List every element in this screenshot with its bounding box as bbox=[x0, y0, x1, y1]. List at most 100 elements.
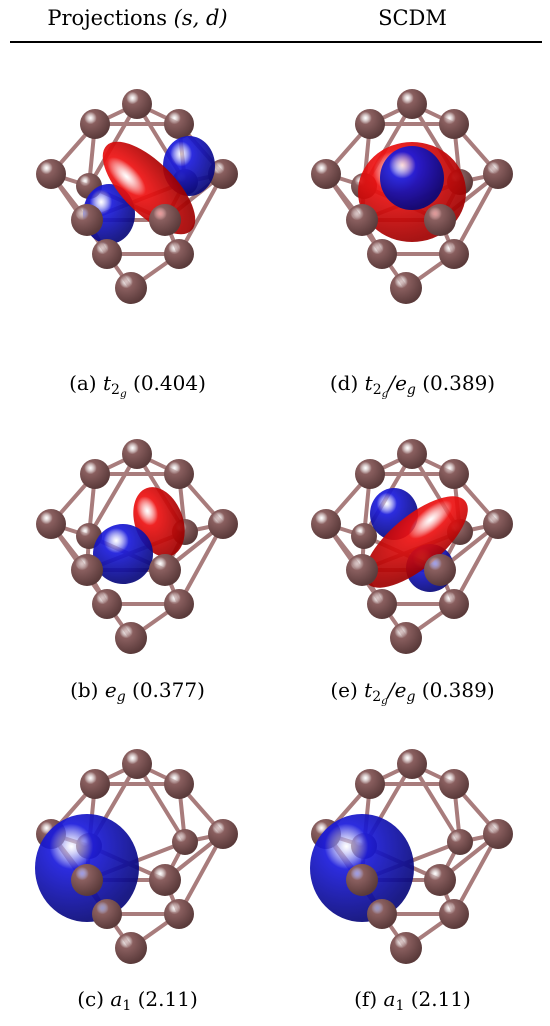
projections-math: (s, d) bbox=[173, 6, 228, 30]
orbital-lobes bbox=[93, 487, 185, 584]
atom bbox=[80, 769, 110, 799]
table-header: Projections (s, d) SCDM bbox=[0, 0, 550, 46]
caption-d: (d) t2g/eg (0.389) bbox=[329, 371, 496, 401]
atom bbox=[367, 589, 397, 619]
atom bbox=[439, 109, 469, 139]
atom bbox=[172, 829, 198, 855]
atom bbox=[397, 439, 427, 469]
panel-c-figure bbox=[0, 718, 275, 988]
atom bbox=[164, 769, 194, 799]
molecule-a bbox=[36, 89, 238, 304]
bond bbox=[177, 522, 225, 606]
bond bbox=[452, 832, 500, 916]
atom bbox=[36, 509, 66, 539]
molecule-f bbox=[310, 749, 513, 964]
bond bbox=[452, 172, 500, 256]
molecule-d bbox=[311, 89, 513, 304]
atom bbox=[439, 589, 469, 619]
front-atoms bbox=[71, 864, 194, 964]
atom bbox=[483, 509, 513, 539]
atom bbox=[439, 899, 469, 929]
atom bbox=[149, 204, 181, 236]
atom bbox=[71, 864, 103, 896]
atom bbox=[483, 159, 513, 189]
header-rule bbox=[10, 41, 542, 43]
bond bbox=[177, 172, 225, 256]
front-atoms bbox=[346, 554, 469, 654]
back-atoms bbox=[36, 749, 238, 859]
atom bbox=[115, 932, 147, 964]
atom bbox=[367, 899, 397, 929]
atom bbox=[439, 459, 469, 489]
atom bbox=[80, 459, 110, 489]
molecule-c bbox=[35, 749, 238, 964]
atom bbox=[164, 459, 194, 489]
negative-lobe bbox=[93, 524, 153, 584]
atom bbox=[80, 109, 110, 139]
atom bbox=[424, 554, 456, 586]
panel-b-figure bbox=[0, 410, 275, 680]
caption-b: (b) eg (0.377) bbox=[70, 678, 205, 706]
atom bbox=[367, 239, 397, 269]
atom bbox=[311, 159, 341, 189]
bond bbox=[177, 832, 225, 916]
panel-a-figure bbox=[0, 46, 275, 346]
atom bbox=[390, 932, 422, 964]
column-title-scdm: SCDM bbox=[378, 6, 447, 30]
atom bbox=[164, 899, 194, 929]
atom bbox=[447, 829, 473, 855]
atom bbox=[71, 204, 103, 236]
atom bbox=[390, 272, 422, 304]
atom bbox=[92, 589, 122, 619]
bond bbox=[135, 762, 187, 844]
front-atoms bbox=[346, 204, 469, 304]
bond bbox=[87, 452, 139, 538]
atom bbox=[164, 239, 194, 269]
atom bbox=[36, 159, 66, 189]
atom bbox=[351, 523, 377, 549]
atom bbox=[311, 509, 341, 539]
atom bbox=[483, 819, 513, 849]
atom bbox=[115, 622, 147, 654]
atom bbox=[355, 109, 385, 139]
atom bbox=[149, 554, 181, 586]
front-atoms bbox=[71, 554, 194, 654]
molecule-e bbox=[311, 439, 513, 654]
bond bbox=[452, 522, 500, 606]
caption-e: (e) t2g/eg (0.389) bbox=[330, 678, 495, 708]
bond bbox=[410, 762, 462, 844]
atom bbox=[122, 439, 152, 469]
atom bbox=[115, 272, 147, 304]
atom bbox=[397, 89, 427, 119]
atom bbox=[208, 819, 238, 849]
atom bbox=[71, 554, 103, 586]
atom bbox=[424, 864, 456, 896]
atom bbox=[92, 899, 122, 929]
panel-e-figure bbox=[275, 410, 550, 680]
atom bbox=[208, 509, 238, 539]
molecule-b bbox=[36, 439, 238, 654]
atom bbox=[439, 769, 469, 799]
caption-f: (f) a1 (2.11) bbox=[354, 987, 471, 1015]
atom bbox=[164, 589, 194, 619]
atom bbox=[355, 769, 385, 799]
atom bbox=[208, 159, 238, 189]
atom bbox=[397, 749, 427, 779]
front-atoms bbox=[346, 864, 469, 964]
caption-c: (c) a1 (2.11) bbox=[77, 987, 198, 1015]
panel-f-figure bbox=[275, 718, 550, 988]
atom bbox=[390, 622, 422, 654]
front-atoms bbox=[71, 204, 194, 304]
atom bbox=[164, 109, 194, 139]
atom bbox=[346, 554, 378, 586]
atom bbox=[346, 864, 378, 896]
atom bbox=[122, 89, 152, 119]
negative-lobe bbox=[380, 146, 444, 210]
atom bbox=[439, 239, 469, 269]
atom bbox=[355, 459, 385, 489]
positive-lobe bbox=[364, 496, 468, 588]
atom bbox=[92, 239, 122, 269]
panel-d-figure bbox=[275, 46, 550, 346]
atom bbox=[424, 204, 456, 236]
orbital-lobes bbox=[83, 136, 215, 244]
